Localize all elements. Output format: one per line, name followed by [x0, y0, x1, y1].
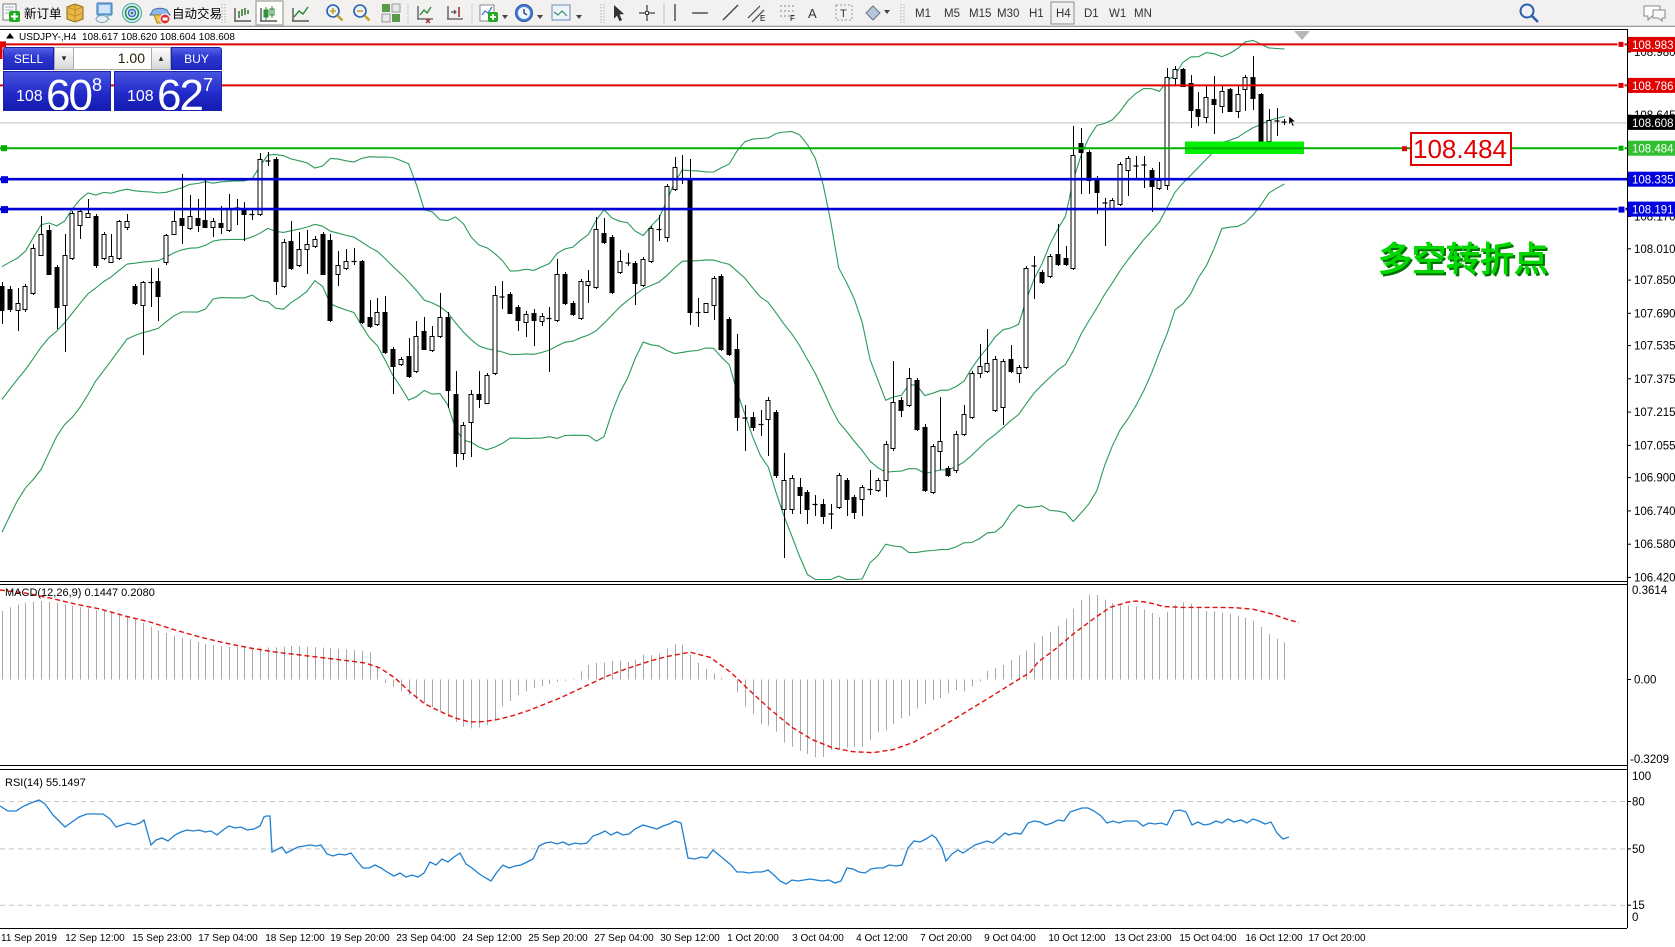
svg-text:0.00: 0.00	[1634, 675, 1656, 687]
svg-text:107.215: 107.215	[1634, 407, 1675, 419]
svg-text:108.191: 108.191	[1632, 205, 1674, 217]
svg-text:17 Sep 04:00: 17 Sep 04:00	[198, 933, 258, 944]
svg-text:17 Oct 20:00: 17 Oct 20:00	[1308, 933, 1366, 944]
svg-text:108.608: 108.608	[1632, 118, 1674, 130]
svg-text:0.3614: 0.3614	[1632, 585, 1668, 597]
svg-text:E: E	[760, 14, 765, 23]
svg-text:M1: M1	[915, 8, 931, 20]
svg-text:23 Sep 04:00: 23 Sep 04:00	[396, 933, 456, 944]
svg-text:0: 0	[1632, 912, 1638, 924]
svg-text:MN: MN	[1134, 8, 1152, 20]
svg-text:19 Sep 20:00: 19 Sep 20:00	[330, 933, 390, 944]
svg-text:108.010: 108.010	[1634, 244, 1675, 256]
svg-text:100: 100	[1632, 771, 1651, 783]
svg-text:10 Oct 12:00: 10 Oct 12:00	[1048, 933, 1106, 944]
svg-text:27 Sep 04:00: 27 Sep 04:00	[594, 933, 654, 944]
svg-text:F: F	[790, 14, 795, 23]
svg-text:15: 15	[1632, 900, 1645, 912]
svg-text:108.484: 108.484	[1632, 144, 1674, 156]
svg-text:新订单: 新订单	[24, 6, 62, 21]
svg-text:USDJPY-,H4 108.617 108.620 10: USDJPY-,H4 108.617 108.620 108.604 108.6…	[19, 32, 235, 43]
svg-text:107.375: 107.375	[1634, 374, 1675, 386]
svg-text:-0.3209: -0.3209	[1630, 754, 1669, 766]
svg-text:108.983: 108.983	[1632, 40, 1674, 52]
svg-text:9 Oct 04:00: 9 Oct 04:00	[984, 933, 1036, 944]
svg-text:M15: M15	[969, 8, 991, 20]
svg-text:108.484: 108.484	[1413, 134, 1507, 164]
svg-text:W1: W1	[1109, 8, 1126, 20]
svg-text:H4: H4	[1056, 8, 1071, 20]
svg-text:107.690: 107.690	[1634, 308, 1675, 320]
svg-text:D1: D1	[1084, 8, 1099, 20]
svg-text:H1: H1	[1029, 8, 1044, 20]
svg-text:自动交易: 自动交易	[172, 6, 222, 21]
svg-text:107.055: 107.055	[1634, 440, 1675, 452]
svg-text:108.786: 108.786	[1632, 81, 1674, 93]
svg-text:107.535: 107.535	[1634, 341, 1675, 353]
svg-text:106.740: 106.740	[1634, 506, 1675, 518]
svg-text:M5: M5	[944, 8, 960, 20]
svg-text:24 Sep 12:00: 24 Sep 12:00	[462, 933, 522, 944]
svg-text:107.850: 107.850	[1634, 275, 1675, 287]
svg-text:A: A	[808, 6, 817, 21]
svg-text:13 Oct 23:00: 13 Oct 23:00	[1114, 933, 1172, 944]
svg-text:106.900: 106.900	[1634, 473, 1675, 485]
svg-text:多空转折点: 多空转折点	[1378, 241, 1548, 279]
svg-text:108.335: 108.335	[1632, 175, 1674, 187]
svg-text:16 Oct 12:00: 16 Oct 12:00	[1245, 933, 1303, 944]
svg-text:25 Sep 20:00: 25 Sep 20:00	[528, 933, 588, 944]
svg-text:T: T	[840, 8, 847, 20]
svg-text:1 Oct 20:00: 1 Oct 20:00	[727, 933, 779, 944]
svg-text:15 Sep 23:00: 15 Sep 23:00	[132, 933, 192, 944]
svg-text:多空转折点: 多空转折点	[1380, 243, 1550, 281]
svg-text:12 Sep 12:00: 12 Sep 12:00	[65, 933, 125, 944]
svg-text:106.580: 106.580	[1634, 539, 1675, 551]
svg-text:4 Oct 12:00: 4 Oct 12:00	[856, 933, 908, 944]
svg-text:15 Oct 04:00: 15 Oct 04:00	[1179, 933, 1237, 944]
svg-text:106.420: 106.420	[1634, 572, 1675, 584]
svg-text:18 Sep 12:00: 18 Sep 12:00	[265, 933, 325, 944]
svg-text:80: 80	[1632, 797, 1645, 809]
svg-text:MACD(12,26,9) 0.1447 0.2080: MACD(12,26,9) 0.1447 0.2080	[5, 587, 155, 599]
svg-text:11 Sep 2019: 11 Sep 2019	[1, 933, 57, 944]
svg-text:M30: M30	[997, 8, 1019, 20]
svg-text:3 Oct 04:00: 3 Oct 04:00	[792, 933, 844, 944]
svg-text:RSI(14) 55.1497: RSI(14) 55.1497	[5, 777, 86, 789]
svg-text:30 Sep 12:00: 30 Sep 12:00	[660, 933, 720, 944]
svg-text:7 Oct 20:00: 7 Oct 20:00	[920, 933, 972, 944]
svg-text:50: 50	[1632, 844, 1645, 856]
